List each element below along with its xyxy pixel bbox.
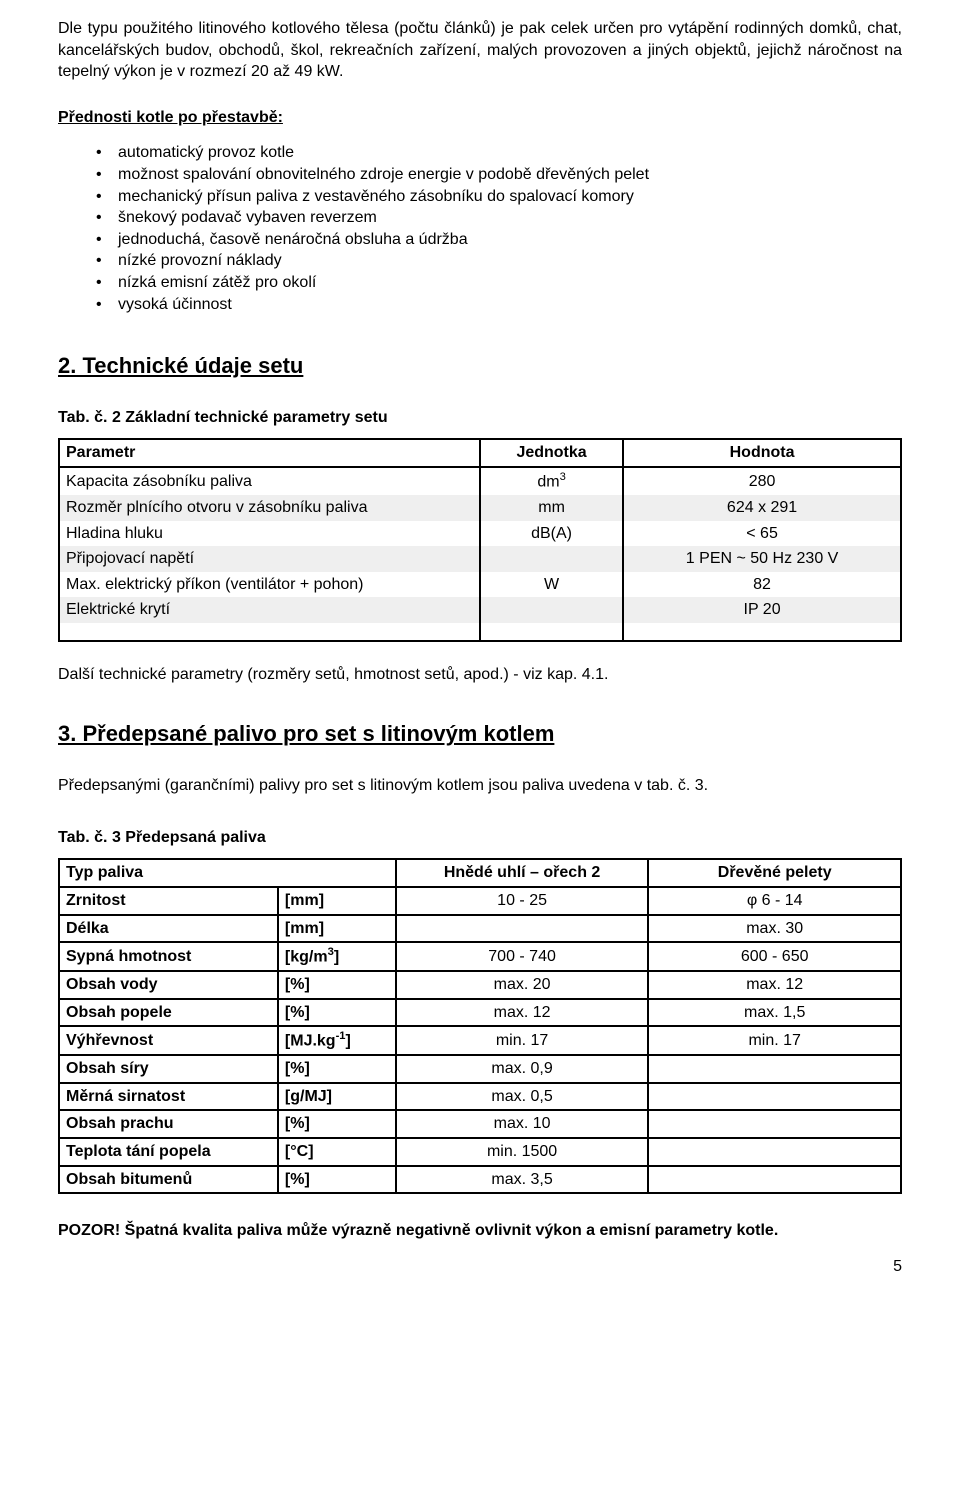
table-row: Hladina hlukudB(A)< 65 xyxy=(59,521,901,547)
technical-parameters-table: Parametr Jednotka Hodnota Kapacita zásob… xyxy=(58,438,902,641)
table-row: Kapacita zásobníku palivadm3280 xyxy=(59,467,901,495)
table-row: Připojovací napětí1 PEN ~ 50 Hz 230 V xyxy=(59,546,901,572)
table-row: Sypná hmotnost[kg/m3]700 - 740600 - 650 xyxy=(59,942,901,971)
table-row: Rozměr plnícího otvoru v zásobníku paliv… xyxy=(59,495,901,521)
table-row: Elektrické krytíIP 20 xyxy=(59,597,901,623)
tech-header-unit: Jednotka xyxy=(480,439,623,467)
advantages-item: šnekový podavač vybaven reverzem xyxy=(96,207,902,229)
table-3-caption: Tab. č. 3 Předepsaná paliva xyxy=(58,827,902,849)
section-2-heading: 2. Technické údaje setu xyxy=(58,351,902,381)
advantages-item: mechanický přísun paliva z vestavěného z… xyxy=(96,186,902,208)
warning-text: POZOR! Špatná kvalita paliva může výrazn… xyxy=(58,1220,902,1242)
table-row: Měrná sirnatost[g/MJ]max. 0,5 xyxy=(59,1083,901,1111)
fuel-header-pellets: Dřevěné pelety xyxy=(648,859,901,887)
advantages-item: nízké provozní náklady xyxy=(96,250,902,272)
fuel-header-type: Typ paliva xyxy=(59,859,396,887)
advantages-item: vysoká účinnost xyxy=(96,294,902,316)
tech-header-value: Hodnota xyxy=(623,439,901,467)
table-row: Délka[mm]max. 30 xyxy=(59,915,901,943)
table-row: Obsah popele[%]max. 12max. 1,5 xyxy=(59,999,901,1027)
fuel-header-coal: Hnědé uhlí – ořech 2 xyxy=(396,859,649,887)
table-row: Výhřevnost[MJ.kg-1]min. 17min. 17 xyxy=(59,1026,901,1055)
table-row: Teplota tání popela[°C]min. 1500 xyxy=(59,1138,901,1166)
further-parameters-note: Další technické parametry (rozměry setů,… xyxy=(58,664,902,686)
tech-header-param: Parametr xyxy=(59,439,480,467)
table-2-caption: Tab. č. 2 Základní technické parametry s… xyxy=(58,407,902,429)
advantages-heading: Přednosti kotle po přestavbě: xyxy=(58,107,902,129)
advantages-item: možnost spalování obnovitelného zdroje e… xyxy=(96,164,902,186)
advantages-item: automatický provoz kotle xyxy=(96,142,902,164)
advantages-item: nízká emisní zátěž pro okolí xyxy=(96,272,902,294)
section-3-heading: 3. Předepsané palivo pro set s litinovým… xyxy=(58,719,902,749)
advantages-item: jednoduchá, časově nenáročná obsluha a ú… xyxy=(96,229,902,251)
table-row: Obsah prachu[%]max. 10 xyxy=(59,1110,901,1138)
intro-paragraph: Dle typu použitého litinového kotlového … xyxy=(58,18,902,83)
page-number: 5 xyxy=(58,1256,902,1278)
table-row: Obsah vody[%]max. 20max. 12 xyxy=(59,971,901,999)
section-3-paragraph: Předepsanými (garančními) palivy pro set… xyxy=(58,775,902,797)
table-row: Obsah síry[%]max. 0,9 xyxy=(59,1055,901,1083)
prescribed-fuel-table: Typ paliva Hnědé uhlí – ořech 2 Dřevěné … xyxy=(58,858,902,1194)
table-row: Max. elektrický příkon (ventilátor + poh… xyxy=(59,572,901,598)
table-row: Zrnitost[mm]10 - 25φ 6 - 14 xyxy=(59,887,901,915)
table-row: Obsah bitumenů[%]max. 3,5 xyxy=(59,1166,901,1194)
table-row xyxy=(59,623,901,641)
advantages-list: automatický provoz kotlemožnost spalován… xyxy=(96,142,902,315)
